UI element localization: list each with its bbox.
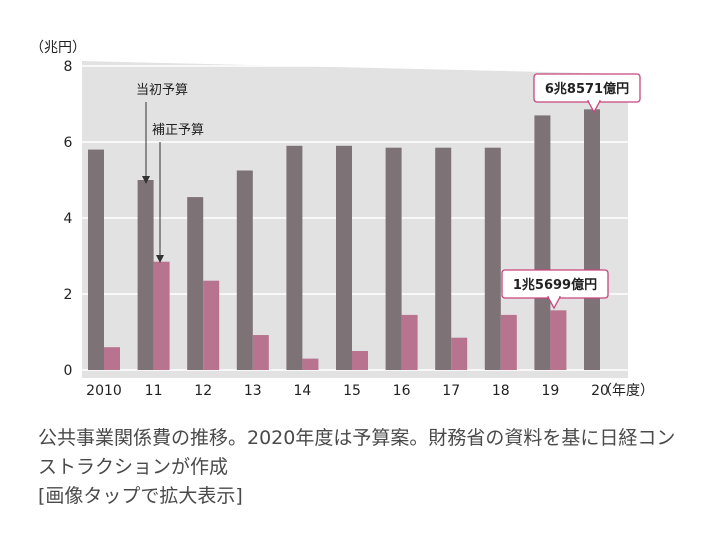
- bars: [88, 109, 600, 371]
- bar-initial-13: [236, 170, 253, 370]
- bar-initial-12: [187, 197, 204, 370]
- x-tick-label: 12: [194, 383, 212, 399]
- chart: 0 2 4 6 8 （兆円） 2010 11 12 13 14 15 16 17 18 19 20 （年度）…: [30, 40, 654, 399]
- bar-initial-18: [484, 147, 501, 370]
- bar-supplementary-12: [203, 280, 220, 370]
- bar-supplementary-17: [451, 337, 468, 370]
- bar-supplementary-18: [500, 314, 517, 370]
- y-tick-label: 6: [64, 135, 73, 151]
- x-axis: 2010 11 12 13 14 15 16 17 18 19 20: [86, 383, 609, 399]
- x-tick-label: 11: [145, 383, 163, 399]
- x-tick-label: 17: [442, 383, 460, 399]
- x-tick-label: 18: [492, 383, 510, 399]
- y-tick-label: 2: [64, 287, 73, 303]
- bar-initial-11: [137, 180, 154, 370]
- bar-initial-19: [534, 115, 551, 371]
- y-tick-label: 4: [64, 211, 73, 227]
- x-tick-label: 15: [343, 383, 361, 399]
- y-tick-label: 8: [64, 59, 73, 75]
- bar-supplementary-2010: [104, 347, 120, 370]
- bar-initial-17: [435, 147, 452, 370]
- x-tick-label: 16: [393, 383, 411, 399]
- bar-supplementary-13: [252, 335, 269, 370]
- x-tick-label: 2010: [86, 383, 122, 399]
- bar-initial-2010: [88, 149, 104, 370]
- callout-2020: 6兆8571億円: [533, 73, 641, 114]
- arrowhead-supplementary: [156, 255, 164, 263]
- caption-text: 公共事業関係費の推移。2020年度は予算案。財務省の資料を基に日経コンストラクシ…: [38, 427, 676, 478]
- enlarge-image-link[interactable]: [画像タップで拡大表示]: [38, 485, 243, 507]
- y-axis-unit: （兆円）: [30, 40, 86, 56]
- x-axis-unit: （年度）: [598, 383, 654, 399]
- callout-2019-text: 1兆5699億円: [513, 277, 597, 293]
- y-axis: 0 2 4 6 8: [64, 59, 73, 379]
- arrowhead-initial: [142, 176, 150, 184]
- x-tick-label: 20: [591, 383, 609, 399]
- bar-supplementary-16: [401, 314, 418, 370]
- callout-2020-text: 6兆8571億円: [545, 81, 629, 97]
- bar-supplementary-19: [550, 310, 567, 370]
- bar-initial-15: [336, 145, 352, 370]
- y-tick-label: 0: [64, 363, 73, 379]
- annotation-initial-budget: 当初予算: [136, 83, 188, 98]
- bar-initial-14: [286, 145, 303, 370]
- x-tick-label: 13: [244, 383, 262, 399]
- bar-supplementary-11: [153, 261, 170, 370]
- figure-caption: 公共事業関係費の推移。2020年度は予算案。財務省の資料を基に日経コンストラクシ…: [38, 424, 678, 511]
- x-tick-label: 14: [293, 383, 311, 399]
- callout-2019: 1兆5699億円: [501, 269, 609, 310]
- bar-supplementary-14: [302, 358, 319, 370]
- bar-initial-16: [385, 147, 402, 370]
- bar-supplementary-15: [352, 351, 368, 370]
- x-tick-label: 19: [541, 383, 559, 399]
- annotation-supplementary-budget: 補正予算: [152, 123, 204, 138]
- bar-initial-20: [584, 109, 600, 370]
